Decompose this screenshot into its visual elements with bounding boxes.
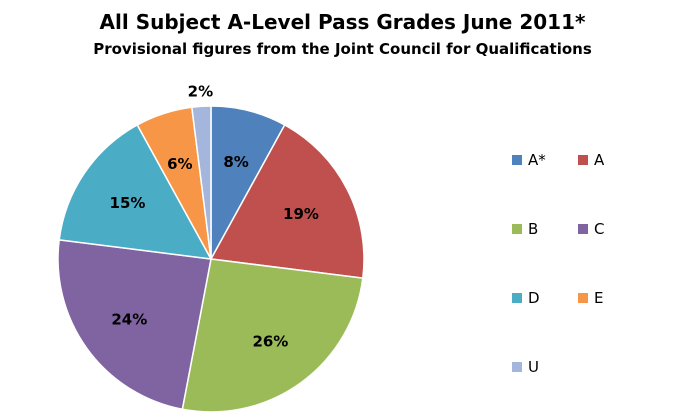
data-label-a: 19% — [283, 205, 319, 223]
legend-item-a-star: A* — [512, 150, 546, 170]
legend-item-a: A — [578, 150, 604, 170]
legend-item-c: C — [578, 219, 604, 239]
legend-swatch — [512, 224, 522, 234]
pie-slice-b — [181, 258, 364, 413]
legend-label: E — [594, 289, 604, 307]
legend-label: U — [528, 358, 539, 376]
legend-swatch — [578, 224, 588, 234]
legend-swatch — [578, 293, 588, 303]
legend-label: A* — [528, 151, 546, 169]
chart-title: All Subject A-Level Pass Grades June 201… — [99, 10, 586, 34]
pie-slice-d — [58, 123, 213, 260]
legend-label: C — [594, 220, 605, 238]
pie-slice-c — [57, 238, 212, 411]
legend-label: B — [528, 220, 539, 238]
legend-item-d: D — [512, 288, 540, 308]
legend-row: U — [512, 357, 682, 377]
data-label-a-star: 8% — [223, 153, 248, 171]
legend-item-b: B — [512, 219, 538, 239]
legend-item-u: U — [512, 357, 539, 377]
legend-swatch — [512, 293, 522, 303]
legend-row: A* A — [512, 150, 682, 170]
data-label-u: 2% — [188, 82, 213, 100]
legend-swatch — [578, 155, 588, 165]
data-label-d: 15% — [110, 194, 146, 212]
data-label-b: 26% — [252, 333, 288, 351]
legend-swatch — [512, 155, 522, 165]
chart-subtitle: Provisional figures from the Joint Counc… — [93, 40, 592, 58]
legend-label: A — [594, 151, 605, 169]
pie-slice-a — [209, 123, 365, 280]
data-label-c: 24% — [111, 310, 147, 328]
legend-label: D — [528, 289, 540, 307]
data-label-e: 6% — [167, 155, 192, 173]
legend-swatch — [512, 362, 522, 372]
legend-item-e: E — [578, 288, 603, 308]
pie-slice-u — [190, 105, 212, 260]
